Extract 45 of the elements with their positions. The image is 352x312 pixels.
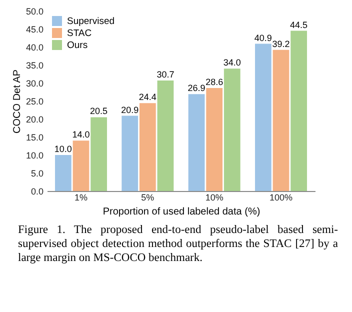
bar — [139, 103, 156, 191]
bar — [272, 50, 290, 191]
bar — [55, 155, 72, 191]
y-axis-title: COCO Det AP — [12, 69, 23, 134]
bar — [90, 117, 107, 191]
legend-label: Ours — [67, 40, 88, 51]
data-label: 30.7 — [156, 69, 174, 80]
data-label: 34.0 — [223, 58, 241, 68]
data-label: 39.2 — [272, 38, 290, 49]
y-tick-label: 20.0 — [26, 114, 44, 124]
caption: Figure 1. The proposed end-to-end pseudo-label based semi-supervised object detection method outperforms the STAC [27] by a large margin on MS-COCO benchmark. — [18, 223, 338, 265]
data-label: 20.5 — [90, 106, 108, 116]
bar — [72, 140, 90, 191]
y-tick-label: 15.0 — [26, 132, 44, 142]
y-tick-label: 25.0 — [26, 96, 44, 106]
bar — [290, 30, 307, 191]
bar — [206, 88, 223, 191]
y-tick-label: 50.0 — [26, 6, 44, 16]
data-label: 20.9 — [121, 104, 139, 115]
y-tick-label: 5.0 — [30, 168, 44, 178]
data-label: 24.4 — [138, 92, 156, 102]
bar — [188, 94, 205, 191]
y-tick-label: 0.0 — [30, 186, 44, 196]
x-tick-label: 10% — [205, 192, 224, 202]
bar — [122, 116, 138, 191]
y-tick-label: 35.0 — [26, 60, 44, 70]
bar — [157, 80, 174, 191]
data-label: 44.5 — [290, 20, 308, 30]
data-label: 14.0 — [72, 130, 90, 140]
data-label: 28.6 — [206, 77, 224, 88]
y-tick-label: 30.0 — [26, 78, 44, 88]
bar — [255, 44, 272, 191]
data-label: 26.9 — [188, 83, 206, 94]
x-tick-label: 100% — [269, 192, 293, 202]
y-tick-label: 40.0 — [26, 42, 44, 52]
y-tick-label: 45.0 — [26, 24, 44, 34]
bar — [224, 68, 240, 191]
y-tick-label: 10.0 — [26, 150, 44, 160]
legend-label: Supervised — [67, 16, 115, 27]
data-label: 40.9 — [254, 32, 272, 43]
x-tick-label: 1% — [74, 192, 88, 202]
data-label: 10.0 — [54, 144, 72, 154]
x-axis-title: Proportion of used labeled data (%) — [102, 206, 260, 218]
legend-label: STAC — [67, 28, 92, 39]
x-tick-label: 5% — [141, 192, 154, 202]
